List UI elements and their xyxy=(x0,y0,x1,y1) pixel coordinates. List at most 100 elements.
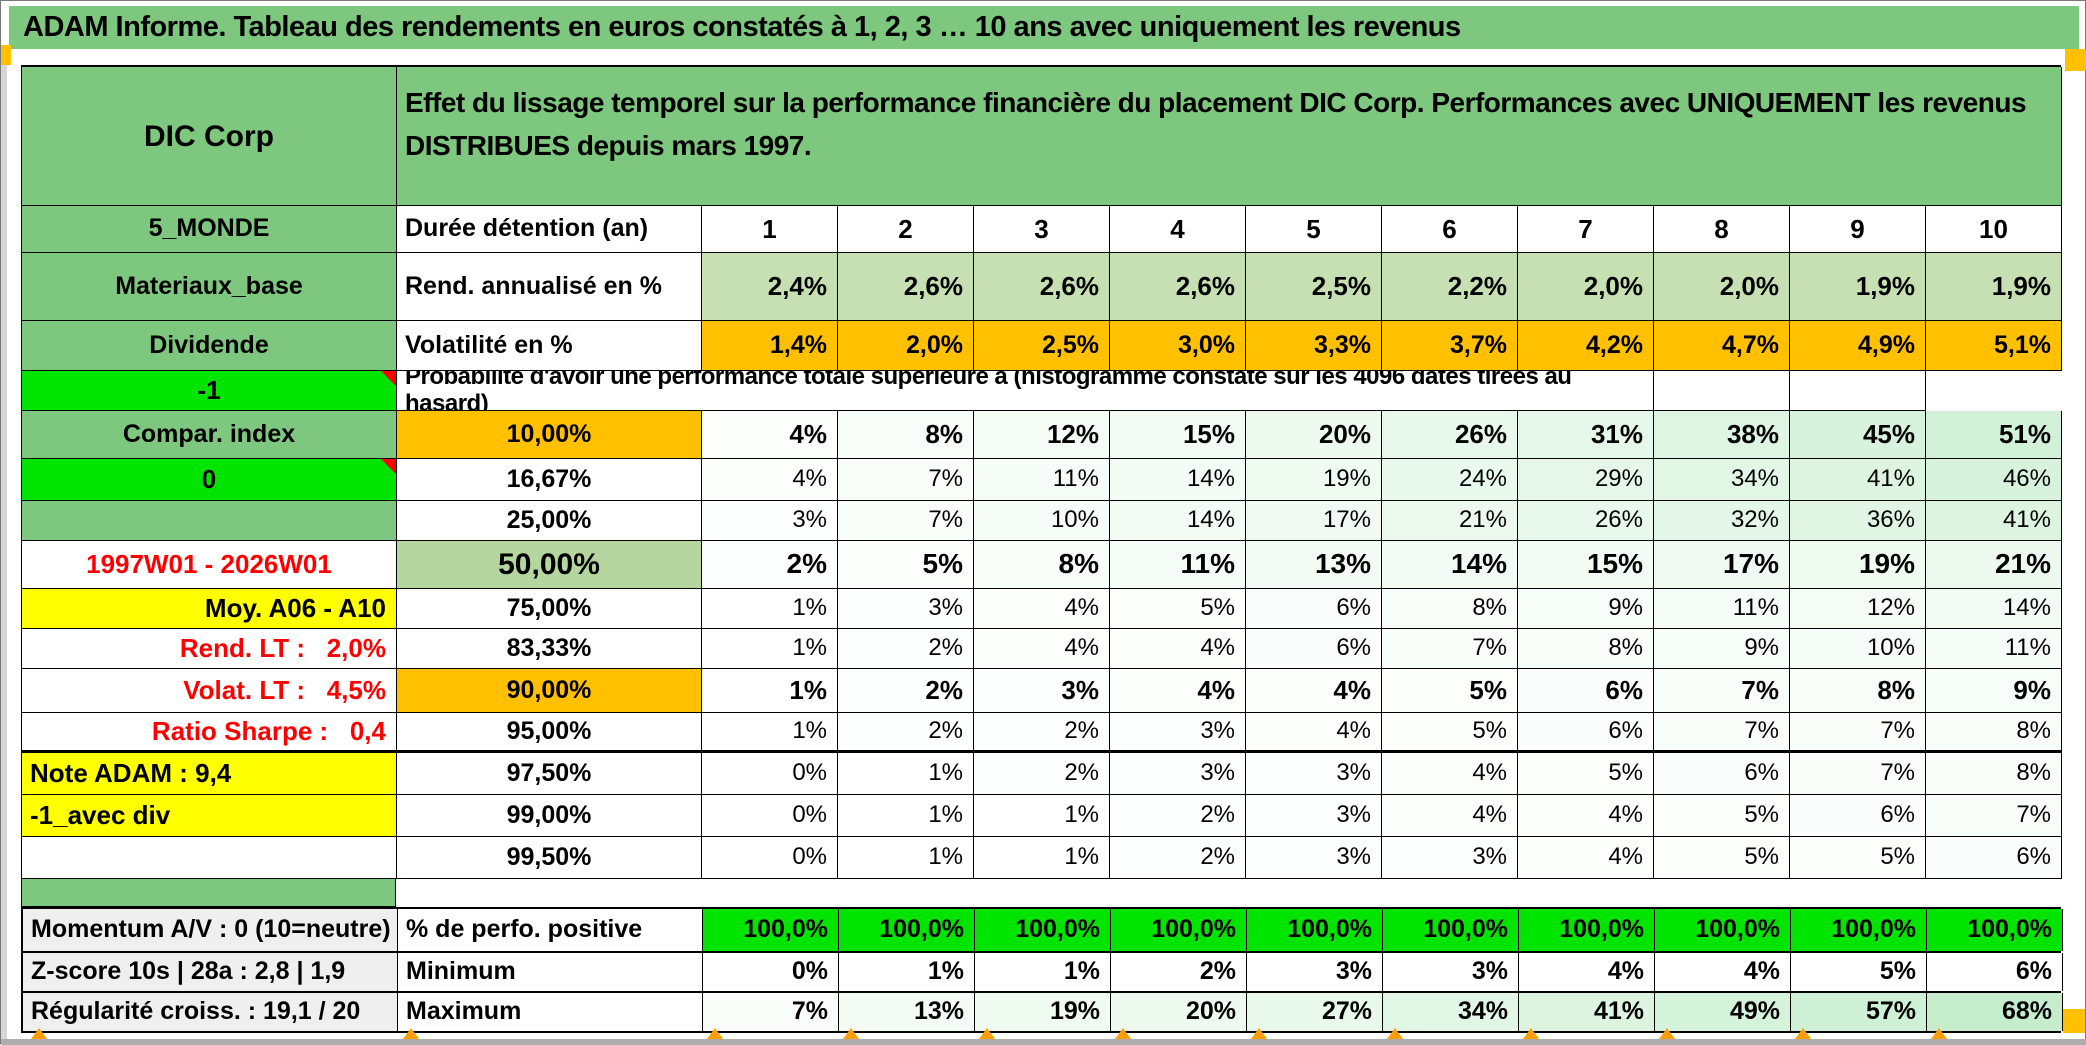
probability-value-cell[interactable]: 5% xyxy=(838,541,974,589)
row-label-a[interactable]: Materiaux_base xyxy=(22,253,397,321)
threshold-cell[interactable]: 16,67% xyxy=(397,459,702,501)
empty-cell[interactable] xyxy=(1790,371,1926,411)
probability-value-cell[interactable]: 8% xyxy=(1926,713,2062,753)
value-cell[interactable]: 100,0% xyxy=(1655,909,1791,951)
probability-value-cell[interactable]: 7% xyxy=(838,459,974,501)
threshold-cell[interactable]: 99,50% xyxy=(397,837,702,879)
probability-value-cell[interactable]: 4% xyxy=(974,629,1110,669)
probability-value-cell[interactable]: 4% xyxy=(702,411,838,459)
probability-value-cell[interactable]: 6% xyxy=(1790,795,1926,837)
threshold-cell[interactable]: 75,00% xyxy=(397,589,702,629)
probability-value-cell[interactable]: 1% xyxy=(838,795,974,837)
probability-value-cell[interactable]: 2% xyxy=(838,669,974,713)
value-cell[interactable]: 2,6% xyxy=(1110,253,1246,321)
probability-value-cell[interactable]: 14% xyxy=(1110,501,1246,541)
probability-value-cell[interactable]: 9% xyxy=(1654,629,1790,669)
row-label-a[interactable]: Ratio Sharpe : 0,4 xyxy=(22,713,397,753)
probability-value-cell[interactable]: 11% xyxy=(974,459,1110,501)
probability-value-cell[interactable]: 4% xyxy=(974,589,1110,629)
probability-value-cell[interactable]: 12% xyxy=(1790,589,1926,629)
value-cell[interactable]: 7 xyxy=(1518,206,1654,253)
probability-value-cell[interactable]: 12% xyxy=(974,411,1110,459)
probability-value-cell[interactable]: 6% xyxy=(1246,589,1382,629)
probability-value-cell[interactable]: 26% xyxy=(1382,411,1518,459)
value-cell[interactable]: 1,4% xyxy=(702,321,838,371)
probability-value-cell[interactable]: 11% xyxy=(1654,589,1790,629)
row-label-b[interactable]: Durée détention (an) xyxy=(397,206,702,253)
probability-value-cell[interactable]: 29% xyxy=(1518,459,1654,501)
value-cell[interactable]: 5 xyxy=(1246,206,1382,253)
probability-value-cell[interactable]: 3% xyxy=(1246,795,1382,837)
probability-value-cell[interactable]: 14% xyxy=(1110,459,1246,501)
value-cell[interactable]: 0% xyxy=(703,953,839,991)
row-label-a[interactable]: Momentum A/V : 0 (10=neutre) xyxy=(23,909,398,951)
threshold-cell[interactable]: 97,50% xyxy=(397,753,702,795)
probability-value-cell[interactable]: 1% xyxy=(702,629,838,669)
value-cell[interactable]: 7% xyxy=(703,993,839,1031)
probability-value-cell[interactable]: 31% xyxy=(1518,411,1654,459)
cell-comparison-code[interactable]: -1 xyxy=(22,371,397,411)
probability-value-cell[interactable]: 46% xyxy=(1926,459,2062,501)
value-cell[interactable]: 1% xyxy=(975,953,1111,991)
probability-value-cell[interactable]: 2% xyxy=(838,713,974,753)
value-cell[interactable]: 1% xyxy=(839,953,975,991)
cell-corp-name[interactable]: DIC Corp xyxy=(22,67,397,206)
value-cell[interactable]: 57% xyxy=(1791,993,1927,1031)
value-cell[interactable]: 2,0% xyxy=(838,321,974,371)
probability-value-cell[interactable]: 8% xyxy=(838,411,974,459)
probability-value-cell[interactable]: 7% xyxy=(838,501,974,541)
row-label-a[interactable]: 1997W01 - 2026W01 xyxy=(22,541,397,589)
row-label-a[interactable]: Compar. index xyxy=(22,411,397,459)
probability-value-cell[interactable]: 10% xyxy=(974,501,1110,541)
value-cell[interactable]: 4% xyxy=(1519,953,1655,991)
probability-value-cell[interactable]: 4% xyxy=(1382,795,1518,837)
probability-value-cell[interactable]: 36% xyxy=(1790,501,1926,541)
probability-value-cell[interactable]: 1% xyxy=(838,753,974,795)
value-cell[interactable]: 49% xyxy=(1655,993,1791,1031)
threshold-cell[interactable]: 90,00% xyxy=(397,669,702,713)
threshold-cell[interactable]: 95,00% xyxy=(397,713,702,753)
probability-value-cell[interactable]: 6% xyxy=(1518,713,1654,753)
empty-cell[interactable] xyxy=(1654,371,1790,411)
value-cell[interactable]: 100,0% xyxy=(1927,909,2063,951)
value-cell[interactable]: 2,5% xyxy=(974,321,1110,371)
value-cell[interactable]: 100,0% xyxy=(975,909,1111,951)
value-cell[interactable]: 1 xyxy=(702,206,838,253)
probability-value-cell[interactable]: 0% xyxy=(702,837,838,879)
value-cell[interactable]: 4,9% xyxy=(1790,321,1926,371)
probability-value-cell[interactable]: 0% xyxy=(702,795,838,837)
probability-value-cell[interactable]: 0% xyxy=(702,753,838,795)
probability-value-cell[interactable]: 6% xyxy=(1926,837,2062,879)
row-label-b[interactable]: Rend. annualisé en % xyxy=(397,253,702,321)
value-cell[interactable]: 100,0% xyxy=(703,909,839,951)
row-label-a[interactable]: Z-score 10s | 28a : 2,8 | 1,9 xyxy=(23,953,398,991)
probability-value-cell[interactable]: 1% xyxy=(702,713,838,753)
value-cell[interactable]: 2,2% xyxy=(1382,253,1518,321)
probability-value-cell[interactable]: 10% xyxy=(1790,629,1926,669)
row-label-a[interactable]: 5_MONDE xyxy=(22,206,397,253)
probability-value-cell[interactable]: 11% xyxy=(1110,541,1246,589)
probability-value-cell[interactable]: 3% xyxy=(1110,713,1246,753)
probability-value-cell[interactable]: 26% xyxy=(1518,501,1654,541)
value-cell[interactable]: 3,3% xyxy=(1246,321,1382,371)
probability-value-cell[interactable]: 14% xyxy=(1382,541,1518,589)
probability-value-cell[interactable]: 19% xyxy=(1790,541,1926,589)
probability-value-cell[interactable]: 3% xyxy=(1110,753,1246,795)
value-cell[interactable]: 2,4% xyxy=(702,253,838,321)
probability-value-cell[interactable]: 2% xyxy=(702,541,838,589)
row-label-b[interactable]: Volatilité en % xyxy=(397,321,702,371)
value-cell[interactable]: 100,0% xyxy=(1791,909,1927,951)
row-label-b[interactable]: Minimum xyxy=(398,953,703,991)
probability-value-cell[interactable]: 5% xyxy=(1654,795,1790,837)
value-cell[interactable]: 10 xyxy=(1926,206,2062,253)
value-cell[interactable]: 100,0% xyxy=(1247,909,1383,951)
probability-value-cell[interactable]: 9% xyxy=(1926,669,2062,713)
probability-value-cell[interactable]: 15% xyxy=(1518,541,1654,589)
probability-value-cell[interactable]: 4% xyxy=(1246,713,1382,753)
probability-value-cell[interactable]: 4% xyxy=(1518,837,1654,879)
probability-value-cell[interactable]: 7% xyxy=(1790,753,1926,795)
probability-value-cell[interactable]: 1% xyxy=(702,669,838,713)
probability-value-cell[interactable]: 14% xyxy=(1926,589,2062,629)
value-cell[interactable]: 20% xyxy=(1111,993,1247,1031)
value-cell[interactable]: 2,6% xyxy=(838,253,974,321)
